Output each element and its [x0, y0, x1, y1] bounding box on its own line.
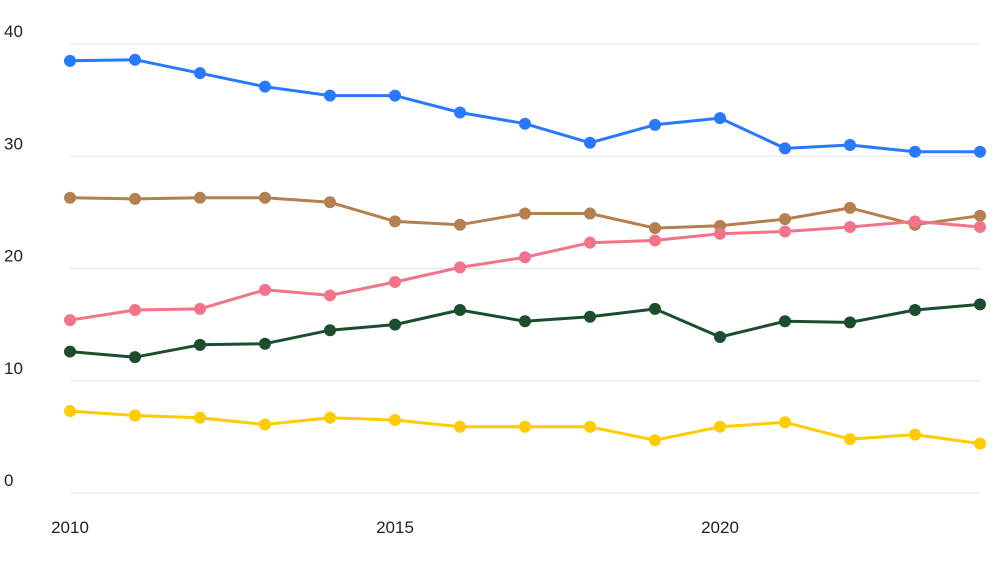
data-point-brown-2013[interactable]	[259, 191, 271, 204]
data-point-blue-2011[interactable]	[129, 53, 141, 66]
y-tick-label: 30	[4, 134, 23, 153]
data-point-yellow-2019[interactable]	[649, 434, 661, 447]
data-point-brown-2018[interactable]	[584, 207, 596, 220]
data-point-yellow-2011[interactable]	[129, 409, 141, 422]
data-point-dark-green-2017[interactable]	[519, 315, 531, 328]
data-point-yellow-2013[interactable]	[259, 418, 271, 431]
data-point-blue-2015[interactable]	[389, 89, 401, 102]
data-point-blue-2021[interactable]	[779, 142, 791, 155]
data-point-pink-2022[interactable]	[844, 220, 856, 233]
x-tick-label: 2015	[376, 518, 414, 537]
data-point-dark-green-2013[interactable]	[259, 337, 271, 350]
data-point-blue-2019[interactable]	[649, 118, 661, 131]
series-pink	[64, 215, 986, 327]
data-point-pink-2020[interactable]	[714, 227, 726, 240]
data-point-pink-2013[interactable]	[259, 283, 271, 296]
x-tick-label: 2010	[51, 518, 89, 537]
data-point-dark-green-2020[interactable]	[714, 330, 726, 343]
y-tick-label: 20	[4, 247, 23, 266]
x-tick-label: 2020	[701, 518, 739, 537]
data-point-brown-2015[interactable]	[389, 215, 401, 228]
data-point-yellow-2022[interactable]	[844, 433, 856, 446]
data-point-pink-2018[interactable]	[584, 236, 596, 249]
data-point-brown-2016[interactable]	[454, 218, 466, 231]
data-point-brown-2010[interactable]	[64, 191, 76, 204]
data-point-blue-2017[interactable]	[519, 117, 531, 130]
data-point-brown-2014[interactable]	[324, 196, 336, 209]
data-point-brown-2021[interactable]	[779, 213, 791, 226]
series-blue	[64, 53, 986, 158]
series-brown	[64, 191, 986, 235]
data-point-brown-2011[interactable]	[129, 192, 141, 205]
data-point-blue-2024[interactable]	[974, 145, 986, 158]
data-point-pink-2010[interactable]	[64, 314, 76, 327]
data-point-dark-green-2016[interactable]	[454, 304, 466, 317]
data-point-pink-2024[interactable]	[974, 220, 986, 233]
y-tick-label: 10	[4, 359, 23, 378]
data-point-dark-green-2012[interactable]	[194, 338, 206, 351]
data-point-blue-2010[interactable]	[64, 54, 76, 67]
data-point-pink-2019[interactable]	[649, 234, 661, 247]
series-dark-green	[64, 298, 986, 364]
data-point-blue-2016[interactable]	[454, 106, 466, 119]
data-point-yellow-2023[interactable]	[909, 428, 921, 441]
data-point-blue-2018[interactable]	[584, 136, 596, 149]
series-line-blue	[68, 58, 982, 154]
data-point-brown-2024[interactable]	[974, 209, 986, 222]
data-point-yellow-2012[interactable]	[194, 411, 206, 424]
data-point-dark-green-2014[interactable]	[324, 324, 336, 337]
data-point-yellow-2016[interactable]	[454, 420, 466, 433]
data-point-pink-2015[interactable]	[389, 275, 401, 288]
data-point-dark-green-2011[interactable]	[129, 351, 141, 364]
data-point-brown-2022[interactable]	[844, 201, 856, 214]
data-point-dark-green-2021[interactable]	[779, 315, 791, 328]
series-yellow	[64, 405, 986, 450]
data-point-yellow-2018[interactable]	[584, 420, 596, 433]
data-point-blue-2020[interactable]	[714, 112, 726, 125]
data-point-pink-2016[interactable]	[454, 261, 466, 274]
data-point-pink-2012[interactable]	[194, 302, 206, 315]
data-point-dark-green-2022[interactable]	[844, 316, 856, 329]
data-point-dark-green-2010[interactable]	[64, 345, 76, 358]
y-tick-label: 40	[4, 22, 23, 41]
data-point-pink-2017[interactable]	[519, 251, 531, 264]
data-point-blue-2012[interactable]	[194, 67, 206, 80]
data-point-yellow-2020[interactable]	[714, 420, 726, 433]
series-line-pink	[68, 219, 982, 322]
data-point-yellow-2017[interactable]	[519, 420, 531, 433]
data-point-yellow-2014[interactable]	[324, 411, 336, 424]
data-point-brown-2019[interactable]	[649, 222, 661, 235]
data-point-yellow-2010[interactable]	[64, 405, 76, 418]
grid-lines	[70, 43, 980, 494]
y-axis: 0 10 20 30 40	[4, 22, 23, 490]
data-point-brown-2012[interactable]	[194, 191, 206, 204]
data-point-pink-2021[interactable]	[779, 225, 791, 238]
series-line-dark-green	[68, 302, 982, 359]
data-point-blue-2022[interactable]	[844, 139, 856, 152]
series-layer	[64, 53, 986, 450]
data-point-pink-2023[interactable]	[909, 215, 921, 228]
data-point-dark-green-2018[interactable]	[584, 310, 596, 323]
data-point-pink-2014[interactable]	[324, 289, 336, 302]
data-point-blue-2014[interactable]	[324, 89, 336, 102]
y-tick-label: 0	[4, 471, 13, 490]
data-point-dark-green-2023[interactable]	[909, 304, 921, 317]
data-point-dark-green-2024[interactable]	[974, 298, 986, 311]
data-point-yellow-2015[interactable]	[389, 414, 401, 427]
data-point-brown-2017[interactable]	[519, 207, 531, 220]
data-point-dark-green-2015[interactable]	[389, 318, 401, 331]
data-point-yellow-2024[interactable]	[974, 437, 986, 450]
x-axis: 2010 2015 2020	[51, 518, 739, 537]
data-point-blue-2023[interactable]	[909, 145, 921, 158]
data-point-dark-green-2019[interactable]	[649, 302, 661, 315]
data-point-blue-2013[interactable]	[259, 80, 271, 93]
data-point-pink-2011[interactable]	[129, 304, 141, 317]
data-point-yellow-2021[interactable]	[779, 416, 791, 429]
